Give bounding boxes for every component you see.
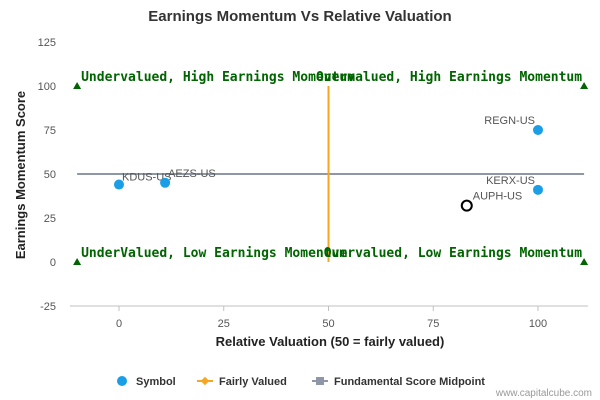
x-tick-labels: 0 25 50 75 100 [116, 306, 547, 330]
scatter-point[interactable] [533, 184, 543, 195]
legend-fairly-valued-label: Fairly Valued [219, 376, 287, 388]
legend-midpoint-marker [316, 377, 324, 385]
quadrant-labels: Undervalued, High Earnings MomentumOverv… [81, 70, 582, 261]
scatter-point[interactable] [160, 177, 171, 188]
point-label: AEZS-US [168, 168, 216, 180]
y-tick-label: 100 [38, 81, 56, 93]
y-tick-label: 0 [50, 257, 56, 269]
legend-item-fairly-valued[interactable]: Fairly Valued [197, 376, 287, 388]
x-tick-label: 50 [322, 318, 334, 330]
y-tick-labels: -25 0 25 50 75 100 125 [38, 37, 56, 313]
legend-fairly-valued-marker [200, 376, 210, 386]
y-tick-label: 125 [38, 37, 56, 49]
legend: Symbol Fairly Valued Fundamental Score M… [117, 376, 485, 388]
reference-lines [77, 86, 585, 262]
y-axis-title: Earnings Momentum Score [13, 91, 28, 259]
point-label: KDUS-US [122, 172, 172, 184]
legend-symbol-label: Symbol [136, 376, 176, 388]
legend-item-midpoint[interactable]: Fundamental Score Midpoint [312, 376, 485, 388]
y-tick-label: 50 [44, 169, 56, 181]
x-tick-label: 25 [218, 318, 230, 330]
legend-midpoint-label: Fundamental Score Midpoint [334, 376, 485, 388]
y-tick-label: 75 [44, 125, 56, 137]
x-axis-title: Relative Valuation (50 = fairly valued) [216, 334, 445, 349]
scatter-point[interactable] [533, 125, 543, 135]
quadrant-marker-triangle [73, 258, 82, 265]
credit-text[interactable]: www.capitalcube.com [495, 388, 592, 399]
chart-title: Earnings Momentum Vs Relative Valuation [148, 8, 451, 25]
legend-symbol-marker [117, 376, 127, 386]
point-label: REGN-US [484, 115, 535, 127]
x-tick-label: 75 [427, 318, 439, 330]
scatter-point[interactable] [114, 179, 124, 190]
x-tick-label: 100 [529, 318, 547, 330]
legend-item-symbol[interactable]: Symbol [117, 376, 176, 388]
point-label: AUPH-US [473, 191, 523, 203]
quadrant-marker-triangle [73, 82, 82, 89]
quadrant-label: Overvalued, High Earnings Momentum [316, 70, 582, 85]
quadrant-label: UnderValued, Low Earnings Momentum [81, 246, 347, 261]
quadrant-label: Undervalued, High Earnings Momentum [81, 70, 355, 85]
point-label: KERX-US [486, 175, 535, 187]
y-tick-label: -25 [40, 301, 56, 313]
quadrant-marker-triangle [580, 258, 589, 265]
y-tick-label: 25 [44, 213, 56, 225]
quadrant-markers [73, 82, 589, 265]
x-tick-label: 0 [116, 318, 122, 330]
scatter-point-highlighted[interactable] [460, 199, 473, 212]
quadrant-label: Overvalued, Low Earnings Momentum [324, 246, 582, 261]
quadrant-marker-triangle [580, 82, 589, 89]
